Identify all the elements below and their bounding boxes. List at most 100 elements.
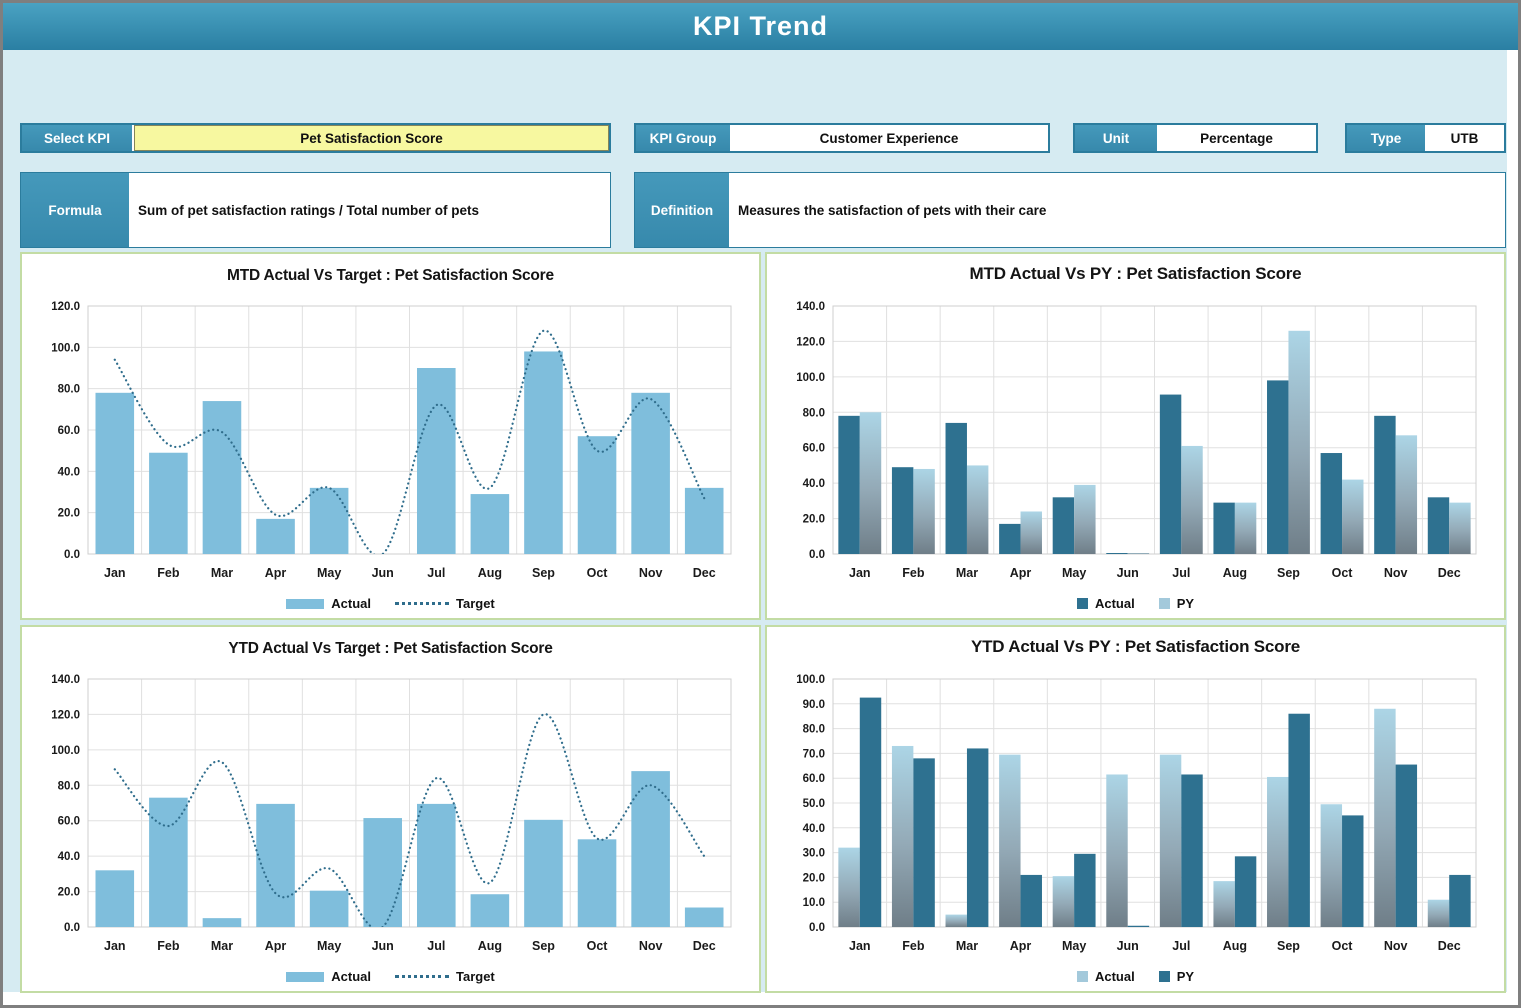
chart-title: MTD Actual Vs PY : Pet Satisfaction Scor…: [969, 264, 1302, 283]
svg-text:0.0: 0.0: [809, 922, 825, 934]
svg-text:20.0: 20.0: [58, 508, 80, 520]
svg-text:Apr: Apr: [265, 566, 287, 580]
definition-label: Definition: [635, 173, 729, 247]
svg-text:Mar: Mar: [211, 566, 233, 580]
svg-text:Sep: Sep: [532, 939, 555, 953]
svg-text:Jul: Jul: [427, 566, 445, 580]
svg-text:Aug: Aug: [478, 566, 502, 580]
svg-text:Jun: Jun: [1117, 566, 1139, 580]
legend-color-swatch: [286, 598, 325, 609]
select-kpi-control: Select KPI Pet Satisfaction Score: [20, 123, 611, 153]
svg-text:40.0: 40.0: [58, 851, 80, 863]
svg-text:Oct: Oct: [1332, 939, 1354, 953]
page-title-bar: KPI Trend: [3, 3, 1518, 50]
legend-item-actual: Actual: [1076, 969, 1135, 984]
svg-text:0.0: 0.0: [809, 549, 825, 561]
svg-text:Dec: Dec: [1438, 566, 1461, 580]
legend-item-target: Target: [394, 969, 495, 984]
mtd-target-chart: 0.0 20.0 40.0 60.0 80.0 100.0 120.0 Jan Feb Mar Ap…: [51, 301, 732, 580]
ytd-target-chart: 0.0 20.0 40.0 60.0 80.0 100.0 120.0 140.0 Jan Feb…: [51, 674, 732, 953]
svg-text:Aug: Aug: [478, 939, 502, 953]
legend-label: PY: [1176, 969, 1195, 984]
svg-text:80.0: 80.0: [803, 724, 825, 736]
svg-text:Dec: Dec: [1438, 939, 1461, 953]
svg-text:Jan: Jan: [849, 566, 871, 580]
svg-text:60.0: 60.0: [58, 816, 80, 828]
svg-text:80.0: 80.0: [803, 407, 825, 419]
svg-text:80.0: 80.0: [58, 780, 80, 792]
definition-control: Definition Measures the satisfaction of …: [634, 172, 1506, 248]
mtd-py-chart: 0.0 20.0 40.0 60.0 80.0 100.0 120.0 140.0 Jan Feb…: [796, 301, 1477, 580]
legend-label: PY: [1176, 596, 1195, 611]
formula-control: Formula Sum of pet satisfaction ratings …: [20, 172, 611, 248]
svg-text:0.0: 0.0: [64, 549, 80, 561]
svg-text:Apr: Apr: [265, 939, 287, 953]
definition-value: Measures the satisfaction of pets with t…: [731, 175, 1503, 245]
svg-text:Mar: Mar: [956, 939, 978, 953]
svg-text:Mar: Mar: [956, 566, 978, 580]
svg-text:Jul: Jul: [1172, 939, 1190, 953]
svg-text:100.0: 100.0: [796, 674, 825, 686]
svg-text:20.0: 20.0: [803, 872, 825, 884]
chart-legend: Actual Target: [22, 596, 759, 611]
kpi-group-value: Customer Experience: [732, 127, 1046, 149]
kpi-group-control: KPI Group Customer Experience: [634, 123, 1050, 153]
svg-text:Nov: Nov: [1384, 566, 1408, 580]
svg-text:Nov: Nov: [639, 566, 663, 580]
svg-text:120.0: 120.0: [51, 709, 80, 721]
svg-text:Nov: Nov: [1384, 939, 1408, 953]
legend-label: Target: [455, 969, 495, 984]
legend-item-py: PY: [1158, 596, 1195, 611]
page-title: KPI Trend: [692, 11, 829, 41]
legend-color-swatch: [1076, 971, 1088, 982]
chart-title: YTD Actual Vs PY : Pet Satisfaction Scor…: [970, 637, 1301, 656]
svg-text:80.0: 80.0: [58, 384, 80, 396]
svg-text:140.0: 140.0: [51, 674, 80, 686]
svg-text:120.0: 120.0: [796, 336, 825, 348]
svg-text:60.0: 60.0: [58, 425, 80, 437]
svg-text:Feb: Feb: [902, 939, 925, 953]
dashboard-background: Select KPI Pet Satisfaction Score KPI Gr…: [3, 50, 1507, 993]
formula-value: Sum of pet satisfaction ratings / Total …: [131, 175, 608, 245]
svg-text:100.0: 100.0: [51, 745, 80, 757]
svg-text:90.0: 90.0: [803, 699, 825, 711]
svg-text:May: May: [1062, 566, 1086, 580]
svg-text:Jul: Jul: [427, 939, 445, 953]
legend-item-actual: Actual: [1076, 596, 1135, 611]
svg-text:Feb: Feb: [902, 566, 925, 580]
type-control: Type UTB: [1345, 123, 1506, 153]
unit-label: Unit: [1075, 125, 1157, 151]
formula-label: Formula: [21, 173, 129, 247]
svg-text:0.0: 0.0: [64, 922, 80, 934]
legend-item-py: PY: [1158, 969, 1195, 984]
chart-legend: Actual Target: [22, 969, 759, 984]
svg-text:70.0: 70.0: [803, 748, 825, 760]
legend-item-actual: Actual: [286, 596, 371, 611]
svg-text:Feb: Feb: [157, 939, 180, 953]
svg-text:Jun: Jun: [372, 939, 394, 953]
legend-label: Actual: [1094, 596, 1135, 611]
svg-text:Dec: Dec: [693, 566, 716, 580]
svg-text:120.0: 120.0: [51, 301, 80, 313]
svg-text:May: May: [317, 939, 341, 953]
legend-color-swatch: [1076, 598, 1088, 609]
svg-text:Sep: Sep: [1277, 939, 1300, 953]
svg-text:140.0: 140.0: [796, 301, 825, 313]
select-kpi-label: Select KPI: [22, 125, 132, 151]
svg-text:Jun: Jun: [372, 566, 394, 580]
svg-text:50.0: 50.0: [803, 798, 825, 810]
chart-legend: Actual PY: [767, 596, 1504, 611]
svg-text:Jan: Jan: [849, 939, 871, 953]
svg-text:Oct: Oct: [587, 566, 609, 580]
legend-color-swatch: [1158, 971, 1170, 982]
select-kpi-dropdown[interactable]: Pet Satisfaction Score: [134, 125, 609, 151]
legend-color-swatch: [286, 971, 325, 982]
legend-color-swatch: [1158, 598, 1170, 609]
svg-text:40.0: 40.0: [58, 466, 80, 478]
chart-title: YTD Actual Vs Target : Pet Satisfaction …: [228, 640, 553, 657]
svg-text:Dec: Dec: [693, 939, 716, 953]
kpi-group-label: KPI Group: [636, 125, 730, 151]
svg-text:May: May: [1062, 939, 1086, 953]
svg-text:40.0: 40.0: [803, 823, 825, 835]
